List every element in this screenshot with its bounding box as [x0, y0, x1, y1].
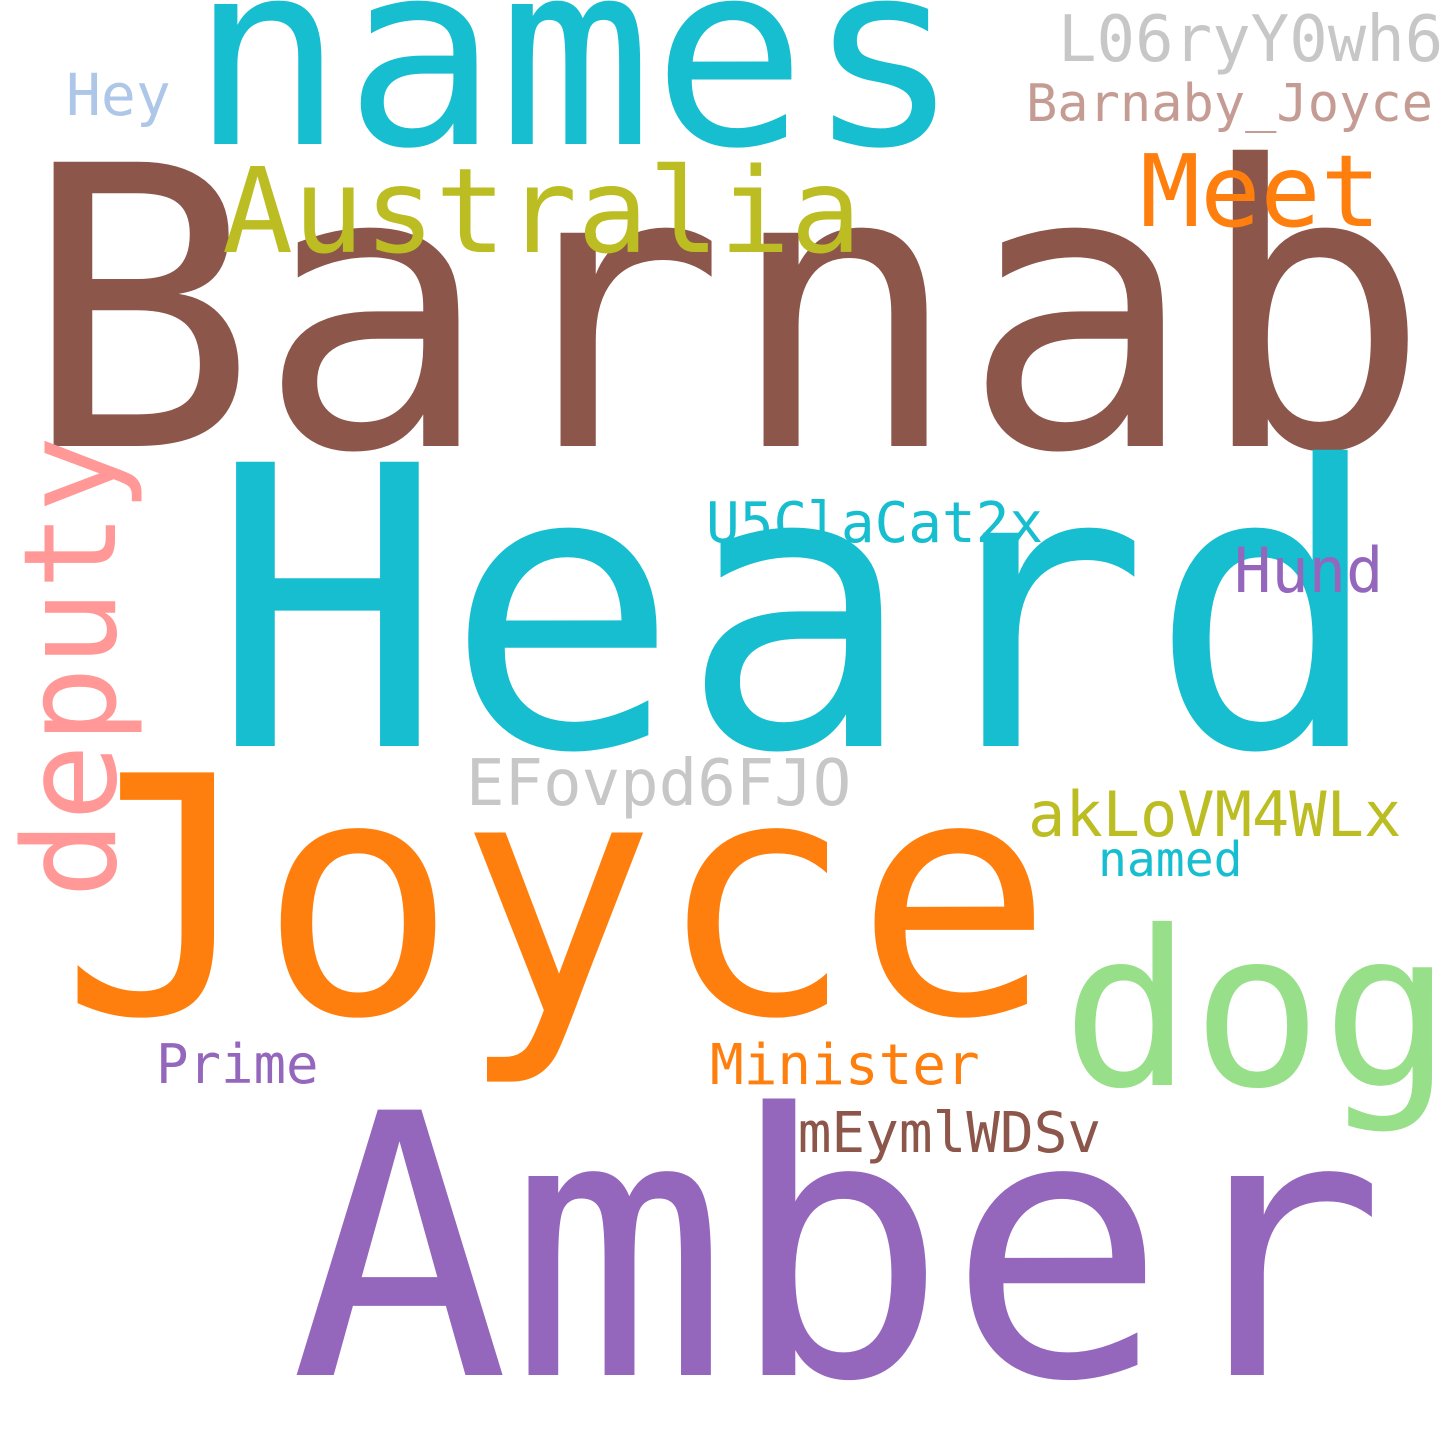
word-hey: Hey	[66, 61, 171, 129]
word-minister: Minister	[710, 1033, 980, 1098]
word-named: named	[1098, 832, 1243, 888]
word-hund: Hund	[1234, 534, 1384, 607]
word-u5clacat2x: U5ClaCat2x	[706, 491, 1044, 556]
word-amber: Amber	[290, 1037, 1386, 1440]
word-l06ryy0wh6: L06ryY0wh6	[1058, 3, 1440, 77]
word-barnaby: Barnaby	[22, 84, 1440, 538]
word-joyce: Joyce	[60, 707, 1054, 1091]
word-names: names	[190, 0, 961, 205]
word-prime: Prime	[156, 1033, 319, 1096]
word-dog: dog	[1062, 885, 1440, 1136]
word-australia: Australia	[222, 142, 862, 280]
word-meet: Meet	[1140, 133, 1381, 250]
word-heard: Heard	[210, 384, 1384, 838]
word-efovpd6fjo: EFovpd6FJO	[466, 747, 852, 821]
word-barnaby-joyce: Barnaby_Joyce	[1026, 74, 1433, 134]
word-smeymlwdsv: SmEymlWDSv	[764, 1101, 1102, 1166]
word-aklovm4wlx: akLoVM4WLx	[1028, 778, 1402, 851]
